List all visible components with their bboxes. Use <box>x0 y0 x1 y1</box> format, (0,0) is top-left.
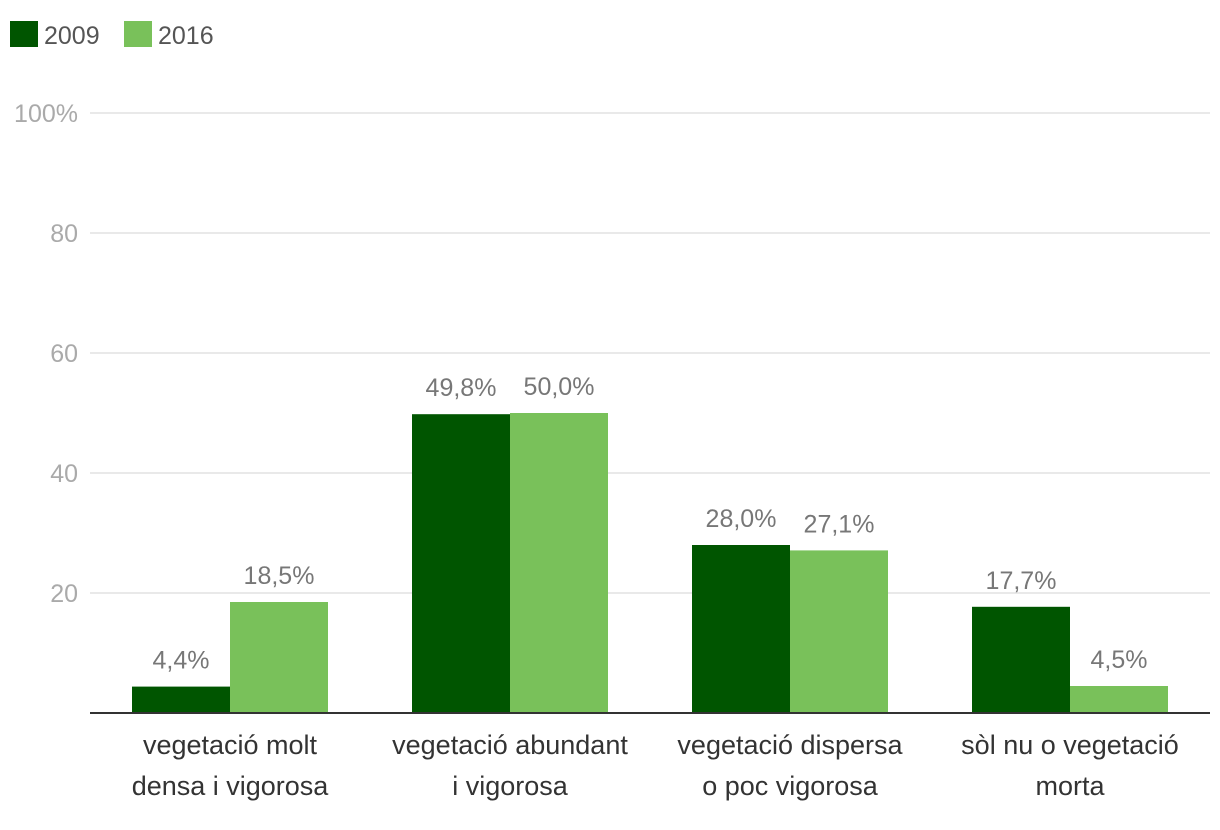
category-labels: vegetació molt densa i vigorosavegetació … <box>132 730 1179 801</box>
value-label-2016-2: 27,1% <box>804 510 875 538</box>
gridlines <box>90 112 1210 594</box>
value-label-2009-3: 17,7% <box>986 567 1057 595</box>
legend-label-2016: 2016 <box>158 22 214 50</box>
legend-swatch-2016 <box>124 21 152 47</box>
category-label-line: densa i vigorosa <box>132 771 330 801</box>
y-tick-label-60: 60 <box>50 340 78 368</box>
value-label-2009-0: 4,4% <box>153 647 210 675</box>
category-label-1: vegetació abundant i vigorosa <box>392 730 628 801</box>
legend: 2009 2016 <box>10 21 214 50</box>
bar-2016-2 <box>790 550 888 713</box>
bar-2016-0 <box>230 602 328 713</box>
value-label-2016-1: 50,0% <box>524 373 595 401</box>
bar-2016-1 <box>510 413 608 713</box>
category-label-3: sòl nu o vegetació morta <box>961 730 1179 801</box>
category-label-line: vegetació molt <box>143 730 318 760</box>
bar-2016-3 <box>1070 686 1168 713</box>
y-tick-label-20: 20 <box>50 580 78 608</box>
legend-swatch-2009 <box>10 21 38 47</box>
value-label-2009-2: 28,0% <box>706 505 777 533</box>
category-label-line: vegetació dispersa <box>677 730 903 760</box>
bar-2009-3 <box>972 606 1070 713</box>
value-label-2016-0: 18,5% <box>244 562 315 590</box>
value-label-2016-3: 4,5% <box>1091 646 1148 674</box>
bar-2009-2 <box>692 545 790 713</box>
value-label-2009-1: 49,8% <box>426 374 497 402</box>
value-labels: 4,4% 18,5% 49,8% 50,0% 28,0% 27,1% 17,7% 4,5% <box>153 373 1148 675</box>
bars <box>132 413 1168 713</box>
y-tick-label-100: 100% <box>14 100 78 128</box>
bar-2009-1 <box>412 414 510 713</box>
bar-2009-0 <box>132 686 230 713</box>
category-label-0: vegetació molt densa i vigorosa <box>132 730 330 801</box>
category-label-line: vegetació abundant <box>392 730 628 760</box>
legend-label-2009: 2009 <box>44 22 100 50</box>
category-label-2: vegetació dispersa o poc vigorosa <box>677 730 903 801</box>
category-label-line: morta <box>1035 771 1105 801</box>
category-label-line: o poc vigorosa <box>702 771 879 801</box>
category-label-line: i vigorosa <box>452 771 569 801</box>
y-tick-label-40: 40 <box>50 460 78 488</box>
y-tick-label-80: 80 <box>50 220 78 248</box>
category-label-line: sòl nu o vegetació <box>961 730 1179 760</box>
y-axis-ticks: 20 40 60 80 100% <box>14 100 78 608</box>
